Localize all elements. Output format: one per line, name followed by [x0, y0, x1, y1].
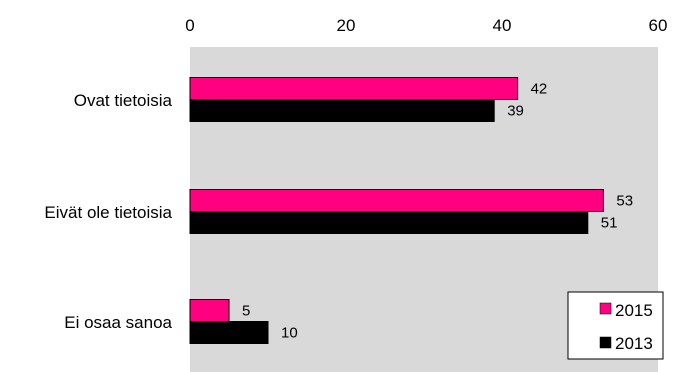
bar-2013-2 [189, 321, 269, 344]
data-label-2015-1: 53 [616, 193, 633, 210]
bar-2015-1 [189, 189, 604, 212]
data-labels: 42 39 53 51 5 10 [242, 81, 633, 342]
bar-2015-2 [189, 299, 230, 322]
legend: 2015 2013 [567, 291, 664, 360]
category-label: Ei osaa sanoa [64, 313, 172, 332]
legend-swatch-2015 [599, 302, 612, 315]
x-tick-label: 0 [185, 16, 194, 35]
x-tick-label: 60 [649, 16, 668, 35]
data-label-2015-2: 5 [242, 303, 250, 320]
category-label: Eivät ole tietoisia [44, 203, 172, 222]
data-label-2013-2: 10 [281, 325, 298, 342]
legend-box [567, 291, 664, 360]
legend-label-2015: 2015 [615, 301, 653, 320]
x-tick-label: 20 [337, 16, 356, 35]
legend-label-2013: 2013 [615, 334, 653, 353]
data-label-2015-0: 42 [531, 81, 548, 98]
category-label: Ovat tietoisia [74, 91, 173, 110]
data-label-2013-1: 51 [601, 215, 618, 232]
category-labels: Ovat tietoisia Eivät ole tietoisia Ei osaa… [44, 91, 172, 332]
bar-2015-0 [189, 77, 519, 100]
bar-2013-0 [189, 99, 495, 122]
bars [189, 77, 604, 344]
x-tick-label: 40 [493, 16, 512, 35]
x-axis-ticks: 0 20 40 60 [185, 16, 667, 35]
legend-swatch-2013 [599, 336, 612, 349]
bar-2013-1 [189, 211, 589, 234]
data-label-2013-0: 39 [507, 103, 524, 120]
